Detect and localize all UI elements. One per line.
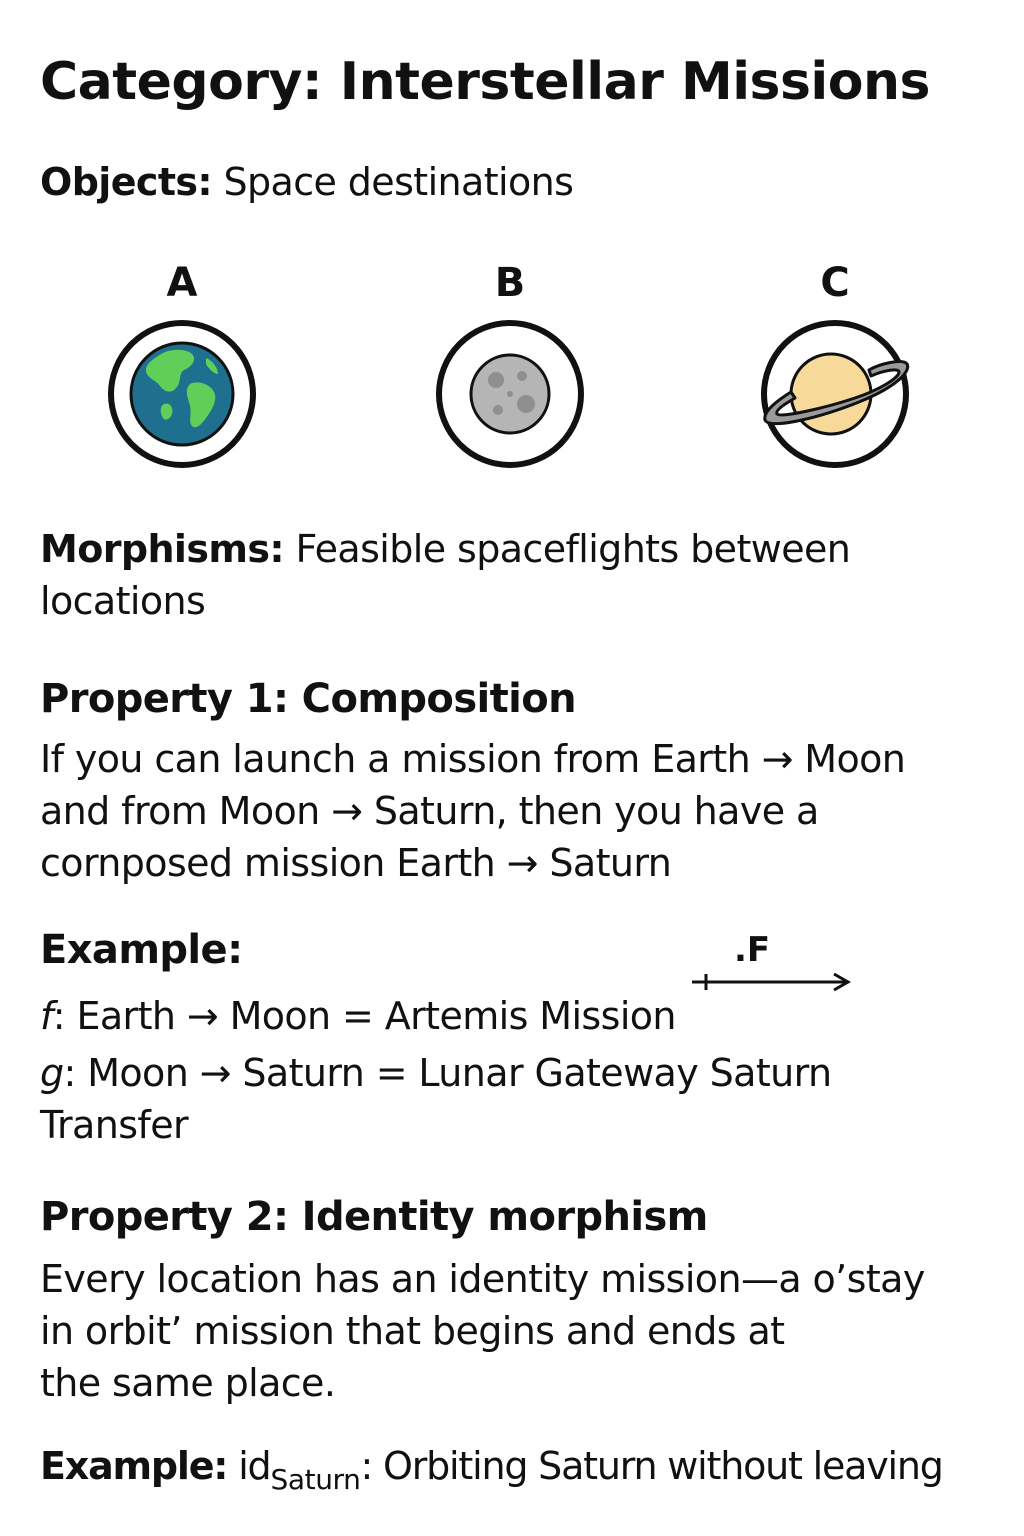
morphisms-line-2: locations — [40, 579, 206, 623]
property-1-line-3: cornposed mission Earth → Saturn — [40, 841, 672, 885]
property-2-line-3: the same place. — [40, 1361, 336, 1405]
example-1-label: Example: — [40, 927, 243, 973]
g-text: : Moon → Saturn = Lunar Gateway Saturn — [63, 1051, 833, 1095]
morphisms-label: Morphisms: — [40, 527, 285, 571]
example-2-line: Example: idSaturn: Orbiting Saturn witho… — [40, 1440, 944, 1496]
moon-icon — [436, 320, 584, 468]
id-text: id — [227, 1444, 272, 1488]
saturn-icon — [761, 320, 910, 468]
f-text: : Earth → Moon = Artemis Mission — [52, 994, 677, 1038]
example-1-g-line-2: Transfer — [40, 1103, 189, 1147]
morphisms-line-1: Morphisms: Feasible spaceflights between — [40, 523, 851, 575]
property-1-heading: Property 1: Composition — [40, 676, 577, 722]
arrow-label: .F — [734, 930, 771, 970]
destination-letter-c: C — [820, 260, 850, 306]
destination-letter-a: A — [166, 260, 198, 306]
example-1-f-line: f: Earth → Moon = Artemis Mission — [40, 990, 677, 1042]
property-2-line-2: in orbit’ mission that begins and ends a… — [40, 1309, 785, 1353]
morphisms-text: Feasible spaceflights between — [283, 527, 851, 571]
id-subscript: Saturn — [270, 1463, 361, 1496]
objects-line: Objects: Space destinations — [40, 156, 574, 208]
earth-icon — [108, 320, 256, 468]
f-symbol: f — [40, 994, 53, 1038]
example-1-g-line: g: Moon → Saturn = Lunar Gateway Saturn — [40, 1047, 833, 1099]
arrow-icon — [692, 972, 852, 992]
property-1-line-1: If you can launch a mission from Earth →… — [40, 737, 906, 781]
property-2-line-1: Every location has an identity mission—a… — [40, 1257, 925, 1301]
destination-letter-b: B — [494, 260, 526, 306]
objects-text: Space destinations — [212, 160, 574, 204]
page-title: Category: Interstellar Missions — [40, 52, 930, 112]
property-2-heading: Property 2: Identity morphism — [40, 1194, 708, 1240]
objects-label: Objects: — [40, 160, 213, 204]
g-symbol: g — [40, 1051, 64, 1095]
id-rest: : Orbiting Saturn without leaving — [360, 1444, 944, 1488]
example-2-label: Example: — [40, 1444, 229, 1488]
property-1-line-2: and from Moon → Saturn, then you have a — [40, 789, 819, 833]
